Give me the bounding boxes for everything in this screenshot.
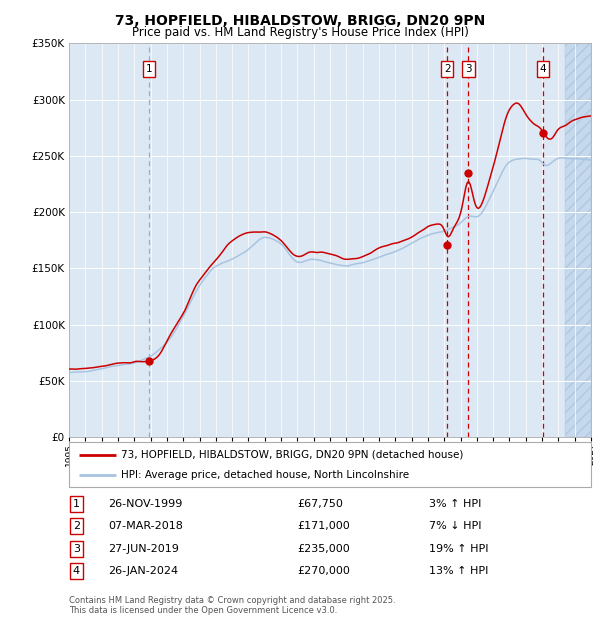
Text: 27-JUN-2019: 27-JUN-2019 [108,544,179,554]
Text: 7% ↓ HPI: 7% ↓ HPI [429,521,482,531]
FancyBboxPatch shape [69,442,591,487]
Text: 1: 1 [73,499,80,509]
Text: 1: 1 [146,64,152,74]
Text: 13% ↑ HPI: 13% ↑ HPI [429,566,488,576]
Text: 2: 2 [73,521,80,531]
Text: 3% ↑ HPI: 3% ↑ HPI [429,499,481,509]
Text: 26-JAN-2024: 26-JAN-2024 [108,566,178,576]
Text: 3: 3 [465,64,472,74]
Text: Price paid vs. HM Land Registry's House Price Index (HPI): Price paid vs. HM Land Registry's House … [131,26,469,39]
Text: 73, HOPFIELD, HIBALDSTOW, BRIGG, DN20 9PN (detached house): 73, HOPFIELD, HIBALDSTOW, BRIGG, DN20 9P… [121,450,464,459]
Text: Contains HM Land Registry data © Crown copyright and database right 2025.
This d: Contains HM Land Registry data © Crown c… [69,596,395,615]
Text: 73, HOPFIELD, HIBALDSTOW, BRIGG, DN20 9PN: 73, HOPFIELD, HIBALDSTOW, BRIGG, DN20 9P… [115,14,485,28]
Bar [565,43,591,437]
Text: £270,000: £270,000 [297,566,350,576]
Text: £235,000: £235,000 [297,544,350,554]
Text: 2: 2 [444,64,451,74]
Text: 4: 4 [73,566,80,576]
Text: 3: 3 [73,544,80,554]
Text: 07-MAR-2018: 07-MAR-2018 [108,521,183,531]
Text: HPI: Average price, detached house, North Lincolnshire: HPI: Average price, detached house, Nort… [121,469,409,480]
Text: £67,750: £67,750 [297,499,343,509]
Text: 4: 4 [540,64,547,74]
Text: £171,000: £171,000 [297,521,350,531]
Text: 19% ↑ HPI: 19% ↑ HPI [429,544,488,554]
Text: 26-NOV-1999: 26-NOV-1999 [108,499,182,509]
